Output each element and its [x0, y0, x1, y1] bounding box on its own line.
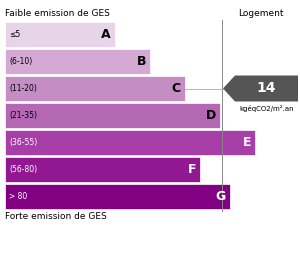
Bar	[5, 49, 150, 74]
Text: (6-10): (6-10)	[9, 57, 32, 66]
Text: C: C	[172, 82, 181, 95]
Text: 14: 14	[257, 81, 276, 95]
Bar	[5, 130, 255, 155]
Bar	[5, 103, 220, 128]
Bar	[5, 76, 185, 101]
Bar	[5, 184, 230, 209]
Bar	[5, 22, 115, 47]
Text: ≤5: ≤5	[9, 30, 20, 39]
Text: kgéqCO2/m².an: kgéqCO2/m².an	[239, 106, 294, 113]
Bar	[5, 157, 200, 182]
Polygon shape	[223, 75, 298, 101]
Text: (56-80): (56-80)	[9, 165, 37, 174]
Text: E: E	[242, 136, 251, 149]
Text: A: A	[101, 28, 111, 41]
Text: G: G	[216, 190, 226, 203]
Text: F: F	[188, 163, 196, 176]
Text: > 80: > 80	[9, 192, 27, 201]
Text: Logement: Logement	[238, 9, 284, 18]
Text: (11-20): (11-20)	[9, 84, 37, 93]
Text: B: B	[136, 55, 146, 68]
Text: Forte emission de GES: Forte emission de GES	[5, 212, 107, 221]
Text: (36-55): (36-55)	[9, 138, 37, 147]
Text: (21-35): (21-35)	[9, 111, 37, 120]
Text: Faible emission de GES: Faible emission de GES	[5, 9, 110, 18]
Text: D: D	[206, 109, 216, 122]
